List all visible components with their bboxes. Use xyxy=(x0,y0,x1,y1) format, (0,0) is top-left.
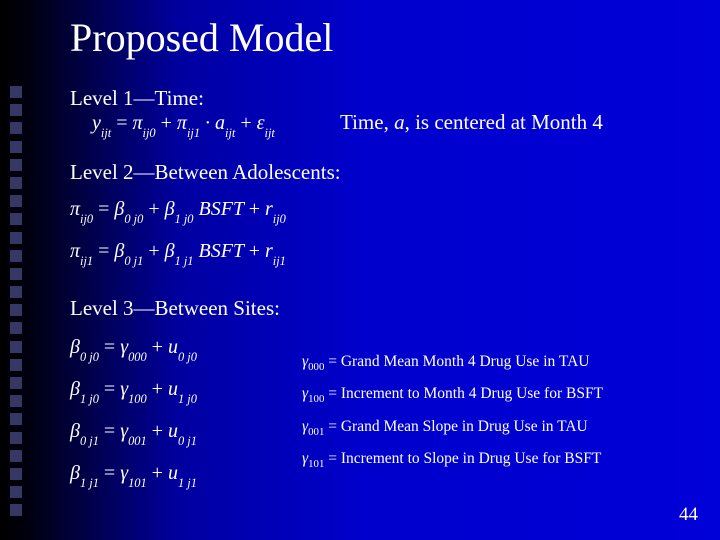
slide-number: 44 xyxy=(679,504,698,526)
level-3-heading: Level 3—Between Sites: xyxy=(70,296,280,321)
gamma-definitions: γ000 = Grand Mean Month 4 Drug Use in TA… xyxy=(302,346,603,476)
level-2-equation-intercept: πij0 = β0 j0 + β1 j0 BSFT + rij0 xyxy=(70,198,286,224)
side-bullet-strip xyxy=(10,86,22,516)
slide-title: Proposed Model xyxy=(70,14,333,61)
gamma-100-def: γ100 = Increment to Month 4 Drug Use for… xyxy=(302,378,603,410)
level-1-equation: yijt = πij0 + πij1 · aijt + εijt xyxy=(92,112,275,138)
level-2-equation-slope: πij1 = β0 j1 + β1 j1 BSFT + rij1 xyxy=(70,240,286,266)
level-1-heading: Level 1—Time: xyxy=(70,86,204,111)
note-variable: a xyxy=(394,110,405,134)
gamma-000-def: γ000 = Grand Mean Month 4 Drug Use in TA… xyxy=(302,346,603,378)
level-2-heading: Level 2—Between Adolescents: xyxy=(70,160,341,185)
note-prefix: Time, xyxy=(340,110,394,134)
gamma-101-def: γ101 = Increment to Slope in Drug Use fo… xyxy=(302,443,603,475)
level-3-equation-3: β0 j1 = γ001 + u0 j1 xyxy=(70,420,197,446)
level-3-equation-2: β1 j0 = γ100 + u1 j0 xyxy=(70,378,197,404)
level-3-equation-4: β1 j1 = γ101 + u1 j1 xyxy=(70,462,197,488)
centering-note: Time, a, is centered at Month 4 xyxy=(340,110,603,135)
level-3-equation-1: β0 j0 = γ000 + u0 j0 xyxy=(70,336,197,362)
note-suffix: , is centered at Month 4 xyxy=(405,110,603,134)
gamma-001-def: γ001 = Grand Mean Slope in Drug Use in T… xyxy=(302,411,603,443)
